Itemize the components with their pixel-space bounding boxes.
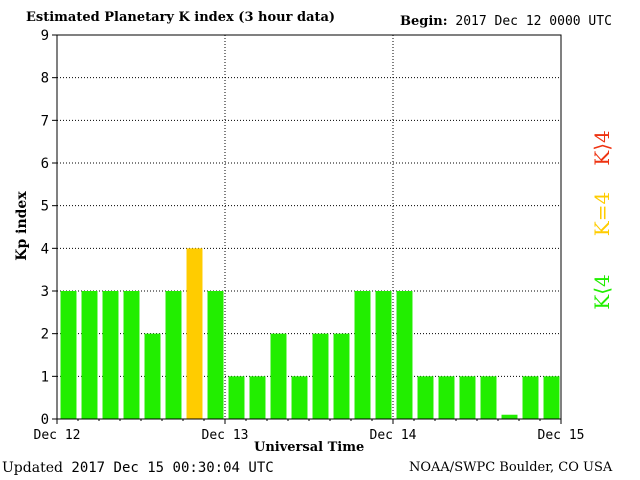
kp-bar xyxy=(186,248,203,419)
kp-bar xyxy=(501,414,518,419)
kp-bar xyxy=(123,291,140,419)
kp-bar xyxy=(480,376,497,419)
begin-info: Begin: 2017 Dec 12 0000 UTC xyxy=(400,14,612,29)
kp-bar xyxy=(102,291,119,419)
y-tick-label: 1 xyxy=(41,369,49,385)
y-tick-label: 2 xyxy=(41,327,49,343)
y-axis-label: Kp index xyxy=(14,191,30,261)
x-tick-label: Dec 15 xyxy=(538,428,585,443)
y-tick-label: 5 xyxy=(41,199,49,215)
chart-title: Estimated Planetary K index (3 hour data… xyxy=(26,10,336,25)
x-tick-label: Dec 13 xyxy=(202,428,249,443)
legend-above-4: K⟩4 xyxy=(590,130,614,166)
kp-bar xyxy=(60,291,77,419)
begin-value: 2017 Dec 12 0000 UTC xyxy=(455,14,612,29)
kp-bar xyxy=(270,333,287,419)
y-tick-label: 8 xyxy=(41,71,49,87)
kp-bar xyxy=(354,291,371,419)
updated-value: 2017 Dec 15 00:30:04 UTC xyxy=(71,460,274,476)
kp-bar xyxy=(396,291,413,419)
kp-bar xyxy=(144,333,161,419)
y-tick-label: 9 xyxy=(41,28,49,44)
x-axis-label: Universal Time xyxy=(254,440,365,455)
kp-bar xyxy=(459,376,476,419)
kp-bar xyxy=(522,376,539,419)
kp-bar xyxy=(438,376,455,419)
y-tick-label: 0 xyxy=(41,412,49,428)
y-tick-label: 4 xyxy=(41,241,49,257)
y-tick-label: 7 xyxy=(41,113,49,129)
kp-bar xyxy=(228,376,245,419)
credit-text: NOAA/SWPC Boulder, CO USA xyxy=(409,460,613,475)
kp-bar xyxy=(249,376,266,419)
kp-bar xyxy=(291,376,308,419)
legend-equal-4: K=4 xyxy=(590,191,614,237)
x-tick-label: Dec 12 xyxy=(34,428,81,443)
kp-bar xyxy=(165,291,182,419)
kp-bar xyxy=(81,291,98,419)
kp-bar xyxy=(312,333,329,419)
begin-label: Begin: xyxy=(400,14,448,29)
kp-bar xyxy=(417,376,434,419)
updated-label: Updated xyxy=(2,460,63,476)
updated-info: Updated 2017 Dec 15 00:30:04 UTC xyxy=(2,460,274,476)
x-tick-label: Dec 14 xyxy=(370,428,417,443)
kp-bar xyxy=(543,376,560,419)
kp-bar xyxy=(375,291,392,419)
legend-below-4: K⟨4 xyxy=(590,274,614,310)
kp-bar xyxy=(207,291,224,419)
kp-bar xyxy=(333,333,350,419)
y-tick-label: 6 xyxy=(41,156,49,172)
y-tick-label: 3 xyxy=(41,284,49,300)
